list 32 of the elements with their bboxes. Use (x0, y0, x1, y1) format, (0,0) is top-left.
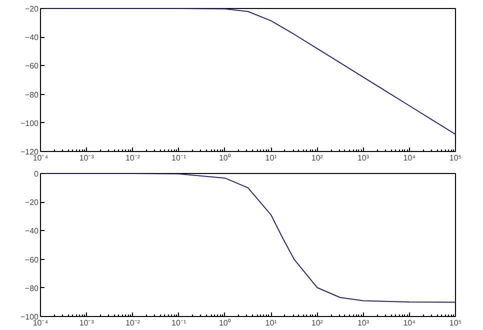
x-tick-label: 10⁵ (449, 318, 462, 328)
x-tick-label: 10⁴ (403, 154, 416, 162)
x-tick-label: 10² (311, 154, 324, 162)
x-tick-label: 10⁴ (403, 318, 416, 328)
x-tick-label: 10¹ (265, 154, 278, 162)
x-tick-label: 10⁻³ (79, 154, 94, 162)
y-tick-label: −80 (24, 284, 40, 293)
x-tick-label: 10⁰ (218, 318, 231, 328)
y-tick-label: −120 (20, 148, 40, 156)
y-tick-label: −60 (24, 255, 40, 264)
x-tick-label: 10³ (357, 154, 370, 162)
y-tick-label: −40 (24, 33, 40, 42)
y-tick-label: −20 (24, 4, 40, 14)
y-tick-label: −100 (20, 118, 40, 128)
y-tick-label: −40 (24, 226, 40, 236)
y-tick-label: −60 (24, 62, 40, 71)
x-tick-label: 10⁻³ (79, 318, 94, 328)
x-tick-label: 10⁵ (449, 154, 462, 162)
y-tick-label: −20 (24, 198, 40, 208)
x-tick-label: 10² (311, 318, 324, 328)
x-tick-label: 10⁰ (218, 154, 231, 162)
y-tick-label: −80 (24, 90, 40, 100)
y-tick-label: −100 (20, 312, 40, 322)
x-tick-label: 10⁻² (125, 318, 140, 328)
x-tick-label: 10⁻⁴ (32, 154, 49, 162)
x-tick-label: 10³ (357, 318, 370, 328)
x-tick-label: 10⁻¹ (172, 318, 186, 328)
x-tick-label: 10¹ (265, 318, 278, 328)
x-tick-label: 10⁻⁴ (32, 318, 49, 328)
x-tick-label: 10⁻¹ (172, 154, 186, 162)
x-tick-label: 10⁻² (125, 154, 140, 162)
y-tick-label: 0 (34, 170, 40, 178)
